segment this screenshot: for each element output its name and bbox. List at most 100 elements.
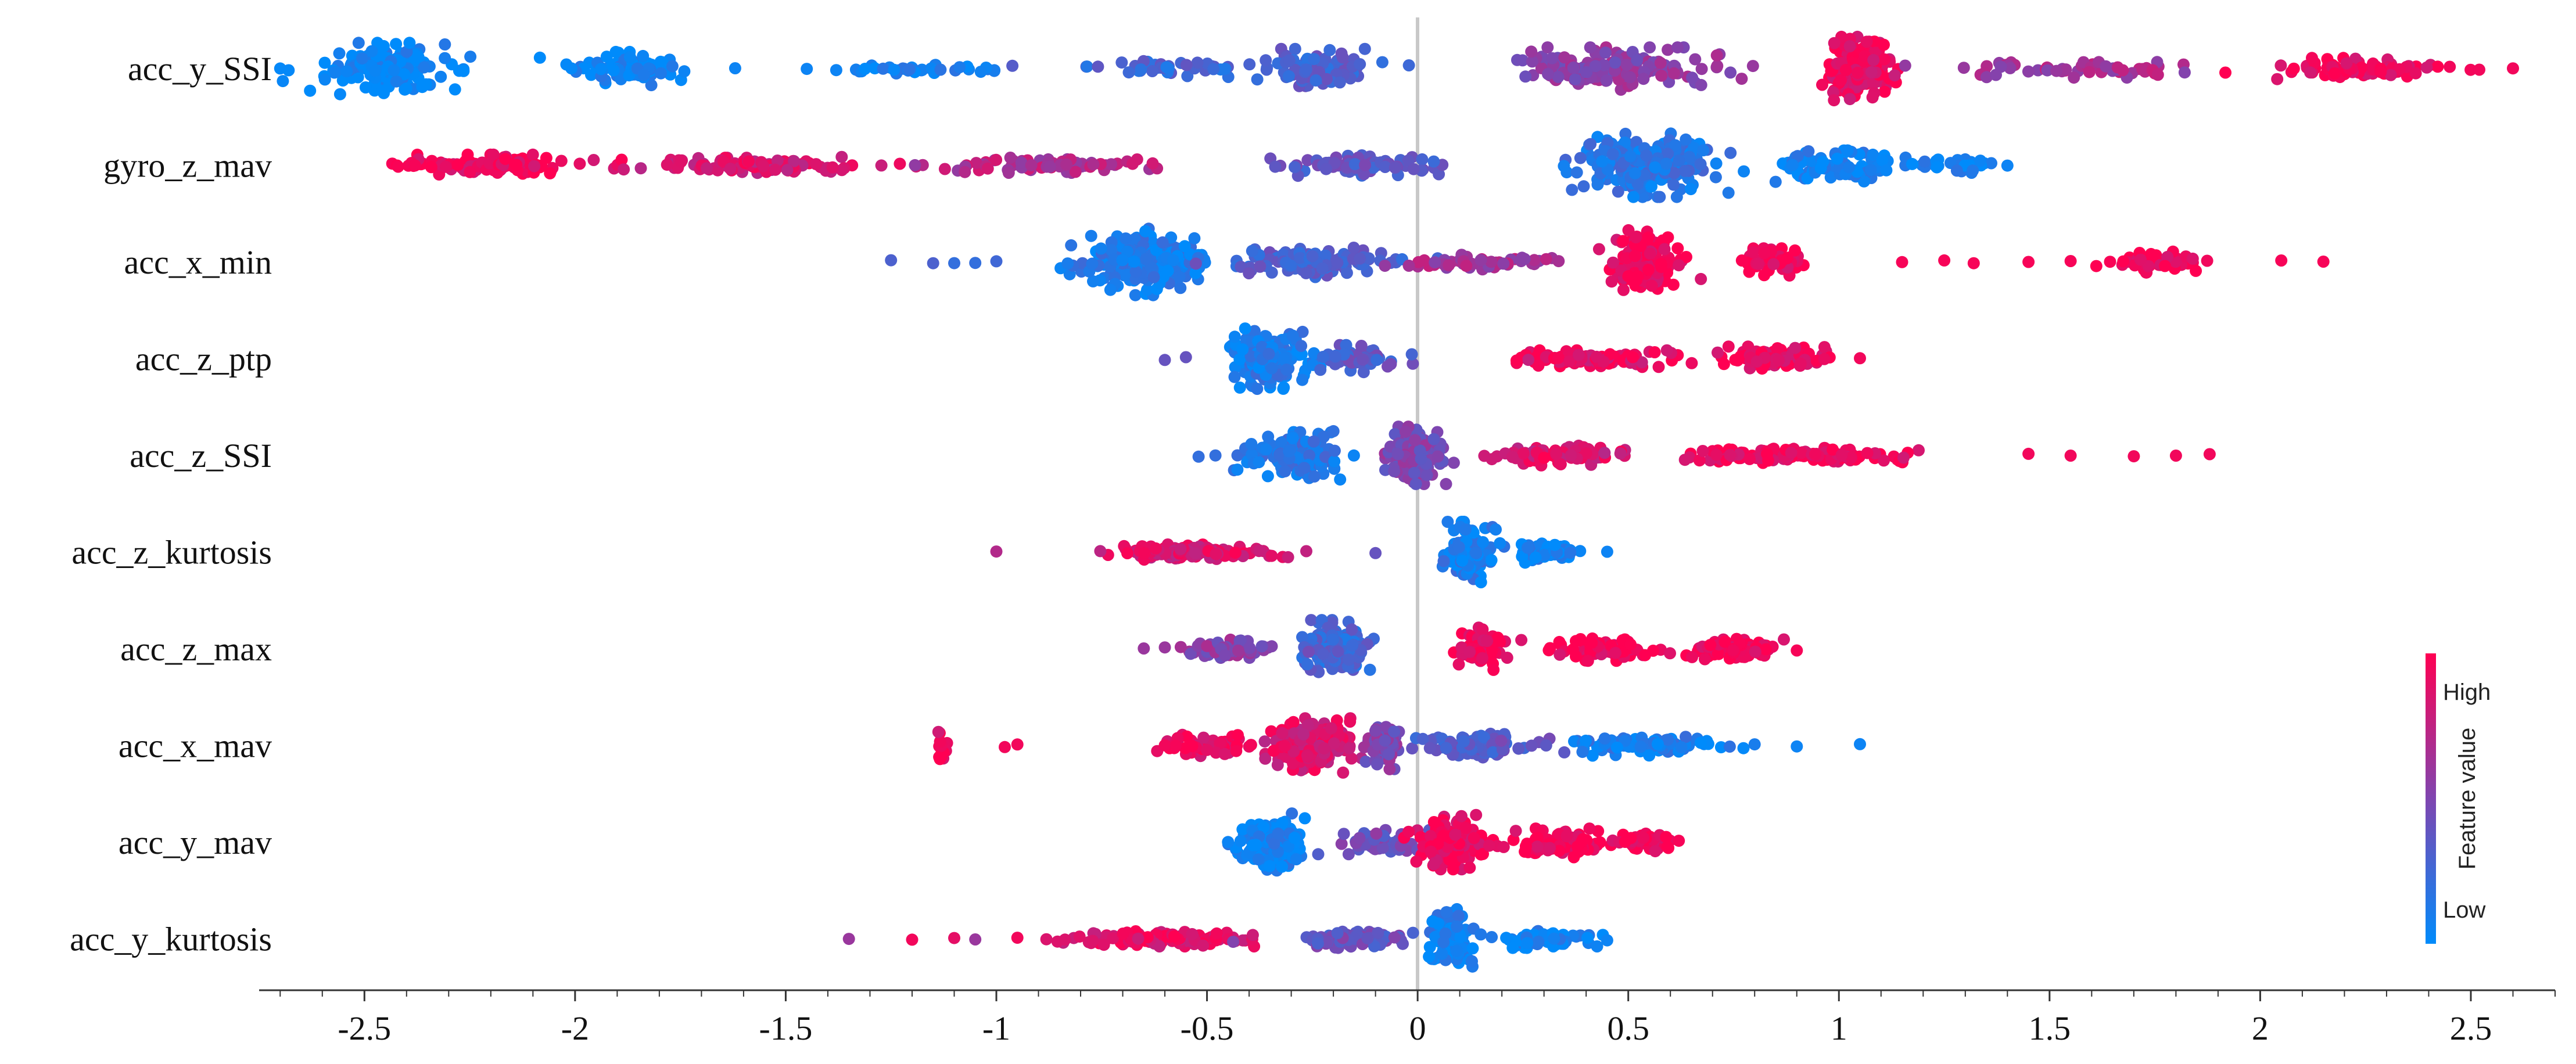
shap-point: [1913, 444, 1925, 456]
shap-point: [1218, 747, 1231, 760]
shap-point: [1540, 253, 1552, 265]
row-acc-z-ptp: [1158, 322, 1866, 395]
shap-point: [1174, 542, 1187, 555]
shap-point: [1370, 354, 1383, 366]
shap-point: [1347, 449, 1360, 462]
shap-point: [1630, 231, 1642, 244]
shap-point: [1529, 551, 1542, 564]
feature-label-acc-x-min: acc_x_min: [124, 243, 272, 281]
shap-point: [1628, 167, 1641, 179]
shap-point: [1116, 254, 1129, 267]
shap-point: [2274, 59, 2287, 72]
shap-point: [1335, 837, 1348, 850]
shap-point: [1060, 158, 1073, 171]
shap-point: [1115, 56, 1128, 69]
shap-point: [1156, 236, 1169, 249]
shap-point: [1129, 265, 1142, 278]
shap-point: [1896, 256, 1908, 268]
shap-point: [1228, 371, 1241, 383]
shap-point: [1880, 164, 1893, 177]
shap-point: [1382, 748, 1395, 761]
shap-point: [1624, 638, 1637, 651]
shap-point: [1092, 60, 1104, 73]
shap-point: [1174, 641, 1187, 653]
shap-point: [439, 52, 451, 64]
shap-point: [2022, 447, 2035, 460]
shap-point: [2409, 67, 2422, 80]
shap-point: [1778, 633, 1790, 646]
shap-point: [398, 68, 411, 81]
shap-point: [1431, 450, 1444, 463]
shap-point: [1253, 456, 1265, 469]
shap-point: [1420, 469, 1433, 481]
shap-point: [1460, 260, 1473, 272]
shap-point: [1528, 254, 1541, 267]
shap-point: [1627, 190, 1639, 203]
shap-point: [2111, 61, 2124, 74]
shap-point: [1648, 346, 1661, 358]
shap-point: [1634, 741, 1647, 753]
shap-point: [1577, 180, 1590, 193]
shap-point: [1689, 53, 1702, 66]
shap-point: [1245, 438, 1258, 450]
shap-point: [1667, 178, 1680, 191]
shap-point: [637, 49, 650, 62]
shap-point: [990, 255, 1003, 268]
shap-point: [1680, 133, 1692, 146]
shap-point: [877, 62, 889, 75]
shap-point: [835, 150, 848, 163]
shap-point: [1888, 69, 1901, 82]
shap-point: [1696, 445, 1709, 457]
shap-point: [1675, 741, 1688, 754]
shap-point: [1128, 233, 1141, 246]
shap-point: [1296, 373, 1309, 386]
shap-point: [1600, 74, 1613, 87]
shap-point: [2317, 256, 2330, 268]
shap-point: [2384, 69, 2397, 81]
shap-point: [1297, 728, 1310, 741]
shap-point: [2090, 260, 2103, 272]
shap-point: [1244, 739, 1257, 752]
shap-point: [1376, 56, 1389, 69]
shap-point: [318, 56, 331, 69]
shap-point: [1584, 41, 1596, 54]
shap-point: [1423, 742, 1436, 754]
shap-point: [1326, 633, 1339, 646]
shap-point: [1283, 445, 1296, 458]
shap-point: [1359, 159, 1372, 171]
shap-point: [1354, 58, 1366, 70]
shap-point: [1516, 251, 1529, 264]
shap-point: [637, 69, 650, 81]
shap-point: [1277, 382, 1290, 395]
shap-point: [1232, 729, 1244, 742]
shap-point: [1737, 742, 1750, 754]
shap-point: [1427, 155, 1440, 168]
shap-point: [2083, 66, 2096, 78]
shap-point: [528, 160, 541, 172]
shap-point: [435, 70, 447, 83]
shap-point: [1658, 243, 1671, 256]
shap-point: [1364, 663, 1376, 676]
shap-point: [1402, 825, 1415, 838]
shap-point: [2431, 60, 2444, 73]
shap-point: [544, 167, 557, 179]
shap-point: [1219, 649, 1231, 662]
shap-point: [1004, 152, 1017, 164]
shap-point: [1405, 348, 1418, 361]
shap-point: [1433, 168, 1445, 181]
shap-point: [932, 725, 945, 738]
shap-point: [1095, 242, 1107, 255]
shap-point: [1282, 70, 1295, 82]
shap-point: [1552, 71, 1565, 83]
shap-point: [1816, 78, 1828, 91]
shap-point: [1957, 62, 1970, 74]
shap-point: [1388, 725, 1401, 738]
shap-point: [826, 161, 839, 174]
shap-point: [1642, 231, 1655, 244]
shap-point: [328, 66, 340, 79]
shap-point: [1735, 254, 1748, 267]
shap-point: [1642, 264, 1655, 276]
shap-point: [1015, 156, 1028, 169]
shap-point: [1314, 364, 1327, 376]
shap-point: [1427, 433, 1440, 445]
